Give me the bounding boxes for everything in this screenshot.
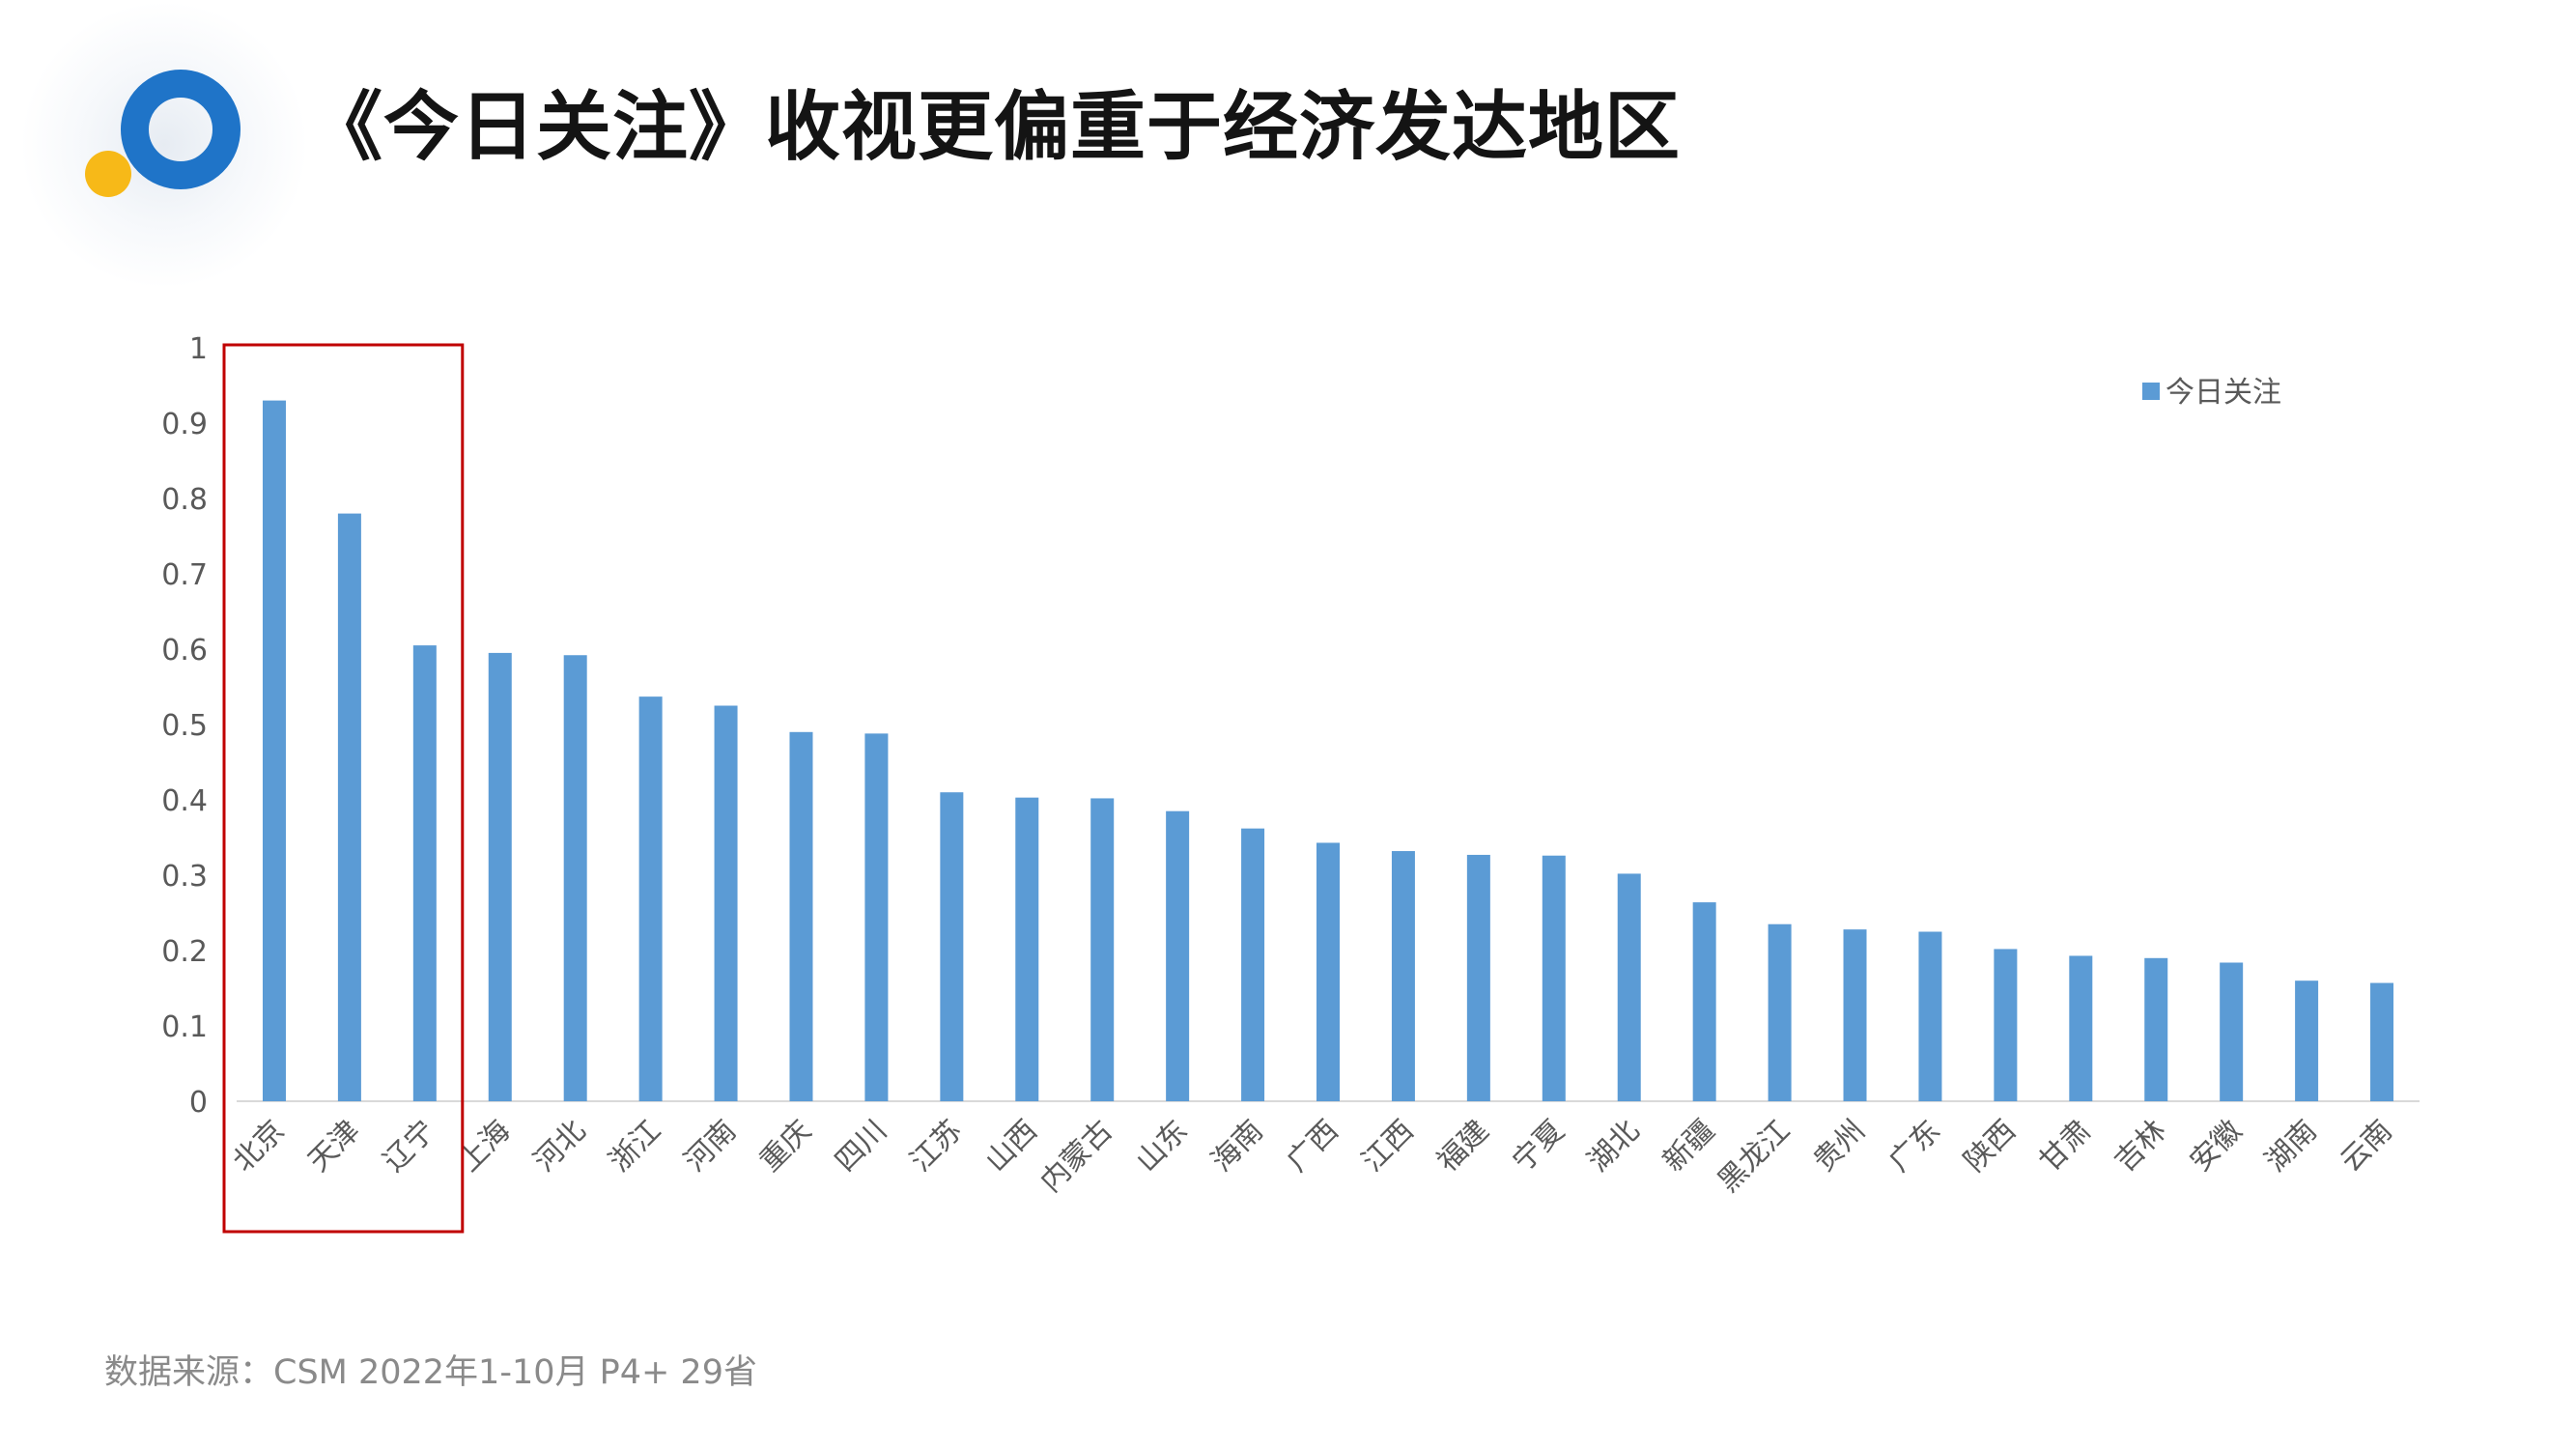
y-axis-labels: 0 0.1 0.2 0.3 0.4 0.5 0.6 0.7 0.8 0.9 1 (161, 332, 208, 1120)
x-tick-label: 内蒙古 (1033, 1114, 1118, 1199)
x-tick-label: 湖南 (2259, 1114, 2324, 1179)
x-tick-label: 河北 (527, 1114, 592, 1179)
x-tick-label: 吉林 (2109, 1114, 2173, 1179)
bars (262, 400, 2394, 1102)
bar (1090, 798, 1115, 1101)
bar (488, 652, 512, 1101)
bar (262, 400, 286, 1102)
x-tick-label: 甘肃 (2033, 1114, 2098, 1179)
logo-dot-icon (85, 151, 131, 197)
x-tick-label: 山东 (1130, 1114, 1195, 1179)
highlight-box (222, 343, 465, 1234)
bar (2295, 980, 2319, 1101)
bar (1466, 854, 1490, 1101)
y-tick-label: 0.7 (161, 558, 208, 592)
y-tick-label: 0 (189, 1086, 208, 1120)
bar (2069, 955, 2093, 1101)
x-tick-label: 陕西 (1958, 1114, 2023, 1179)
source-note: 数据来源：CSM 2022年1-10月 P4+ 29省 (104, 1353, 757, 1392)
bar (1843, 929, 1867, 1101)
bar (2370, 982, 2394, 1101)
x-tick-label: 云南 (2335, 1114, 2399, 1179)
bar (940, 792, 964, 1101)
bar (1015, 797, 1039, 1101)
x-tick-label: 重庆 (753, 1114, 818, 1179)
x-tick-label: 广东 (1882, 1114, 1947, 1179)
x-tick-label: 海南 (1205, 1114, 1270, 1179)
x-tick-label: 广西 (1280, 1114, 1345, 1179)
bar (789, 731, 813, 1101)
x-tick-label: 新疆 (1656, 1114, 1721, 1179)
y-tick-label: 1 (189, 332, 208, 366)
x-tick-label: 黑龙江 (1712, 1114, 1797, 1199)
bar (1768, 923, 1792, 1101)
x-tick-label: 福建 (1430, 1114, 1495, 1179)
y-tick-label: 0.9 (161, 408, 208, 441)
bar (1692, 902, 1716, 1101)
legend: 今日关注 (2142, 376, 2281, 410)
x-tick-label: 宁夏 (1506, 1114, 1571, 1179)
x-tick-label: 四川 (829, 1114, 893, 1179)
x-tick-label: 浙江 (603, 1114, 667, 1179)
y-tick-label: 0.1 (161, 1010, 208, 1044)
x-tick-label: 贵州 (1807, 1114, 1872, 1179)
bar (2220, 962, 2244, 1101)
bar (1918, 931, 1942, 1101)
x-tick-label: 北京 (226, 1114, 291, 1179)
bar (864, 733, 889, 1101)
page-title: 《今日关注》收视更偏重于经济发达地区 (307, 84, 1682, 171)
bar (563, 655, 587, 1101)
bar (1241, 828, 1265, 1101)
bar (1166, 810, 1190, 1101)
bar (1316, 842, 1340, 1101)
y-tick-label: 0.6 (161, 634, 208, 668)
x-axis-labels: 北京 天津 辽宁 上海 河北 浙江 河南 重庆 四川 江苏 山西内蒙古 山东 海南 广西 江西 福建 宁夏 湖北新… (226, 1114, 2398, 1199)
bar (638, 696, 663, 1101)
bar (1994, 949, 2018, 1101)
y-tick-label: 0.3 (161, 860, 208, 894)
legend-label: 今日关注 (2166, 376, 2281, 410)
y-tick-label: 0.5 (161, 709, 208, 743)
bar (337, 513, 361, 1101)
legend-swatch (2142, 383, 2160, 400)
x-tick-label: 湖北 (1581, 1114, 1646, 1179)
bar (412, 645, 437, 1101)
x-tick-label: 江西 (1355, 1114, 1420, 1179)
y-tick-label: 0.2 (161, 935, 208, 969)
y-tick-label: 0.4 (161, 784, 208, 818)
y-tick-label: 0.8 (161, 483, 208, 517)
x-tick-label: 辽宁 (377, 1114, 441, 1179)
bar (714, 705, 738, 1101)
bar (1391, 851, 1415, 1101)
x-tick-label: 江苏 (904, 1114, 969, 1179)
x-tick-label: 山西 (979, 1114, 1044, 1179)
bar (1617, 873, 1641, 1101)
x-tick-label: 安徽 (2184, 1114, 2249, 1179)
bar (2144, 957, 2168, 1101)
x-tick-label: 河南 (678, 1114, 743, 1179)
bar (1542, 855, 1566, 1101)
x-tick-label: 天津 (301, 1114, 366, 1179)
